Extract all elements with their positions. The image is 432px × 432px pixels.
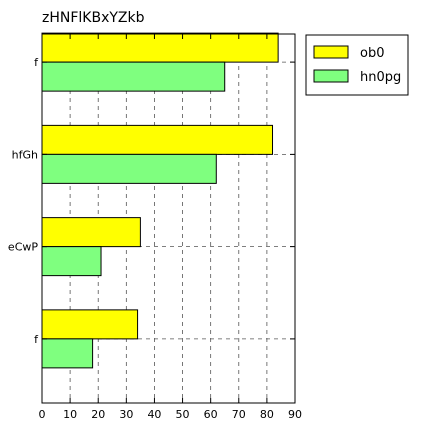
legend-label-ob0: ob0 [360, 46, 384, 61]
bar-hn0pg [41, 61, 226, 92]
x-tick-label: 40 [147, 408, 161, 421]
x-tick-label: 70 [232, 408, 246, 421]
bar-ob0 [41, 32, 279, 63]
x-tick-label: 60 [204, 408, 218, 421]
bar-ob0 [41, 124, 274, 155]
legend-swatch-ob0 [313, 45, 349, 59]
x-tick-label: 10 [63, 408, 77, 421]
chart-title: zHNFlKBxYZkb [42, 10, 145, 26]
bar-hn0pg [41, 246, 102, 277]
x-tick-label: 0 [39, 408, 46, 421]
bar-hn0pg [41, 338, 94, 369]
bar-ob0 [41, 309, 139, 340]
bar-hn0pg [41, 153, 217, 184]
y-tick-label: hfGh [12, 148, 38, 161]
x-tick-label: 30 [119, 408, 133, 421]
plot-frame [41, 33, 296, 404]
y-tick-label: f [34, 333, 39, 346]
y-tick-label: f [34, 56, 39, 69]
y-tick-label: eCwP [8, 241, 38, 254]
legend-box [305, 34, 409, 96]
plot-area: 0 10 20 30 40 50 60 70 80 90 f hfGh eCwP f [8, 32, 302, 421]
x-tick-label: 50 [176, 408, 190, 421]
bar-ob0 [41, 217, 141, 248]
legend: ob0 hn0pg [305, 34, 409, 96]
legend-swatch-hn0pg [313, 69, 349, 83]
x-tick-label: 20 [91, 408, 105, 421]
x-tick-label: 80 [260, 408, 274, 421]
x-tick-label: 90 [288, 408, 302, 421]
legend-label-hn0pg: hn0pg [360, 70, 401, 85]
